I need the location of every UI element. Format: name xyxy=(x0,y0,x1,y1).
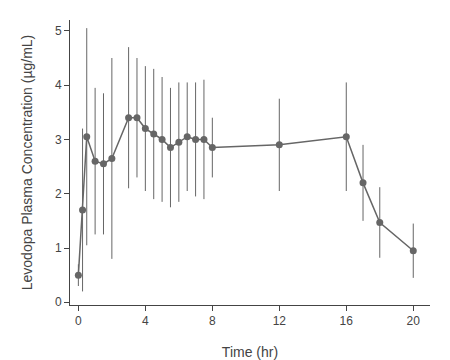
svg-text:16: 16 xyxy=(340,314,354,328)
svg-text:20: 20 xyxy=(407,314,421,328)
svg-text:5: 5 xyxy=(55,24,62,38)
svg-text:3: 3 xyxy=(55,133,62,147)
svg-text:12: 12 xyxy=(273,314,287,328)
svg-text:Time (hr): Time (hr) xyxy=(222,344,278,360)
svg-text:0: 0 xyxy=(75,314,82,328)
svg-text:4: 4 xyxy=(142,314,149,328)
svg-text:0: 0 xyxy=(55,295,62,309)
svg-text:8: 8 xyxy=(209,314,216,328)
svg-text:2: 2 xyxy=(55,187,62,201)
svg-text:1: 1 xyxy=(55,241,62,255)
svg-text:Levodopa Plasma Concentration: Levodopa Plasma Concentration (µg/mL) xyxy=(19,35,35,291)
svg-text:4: 4 xyxy=(55,78,62,92)
